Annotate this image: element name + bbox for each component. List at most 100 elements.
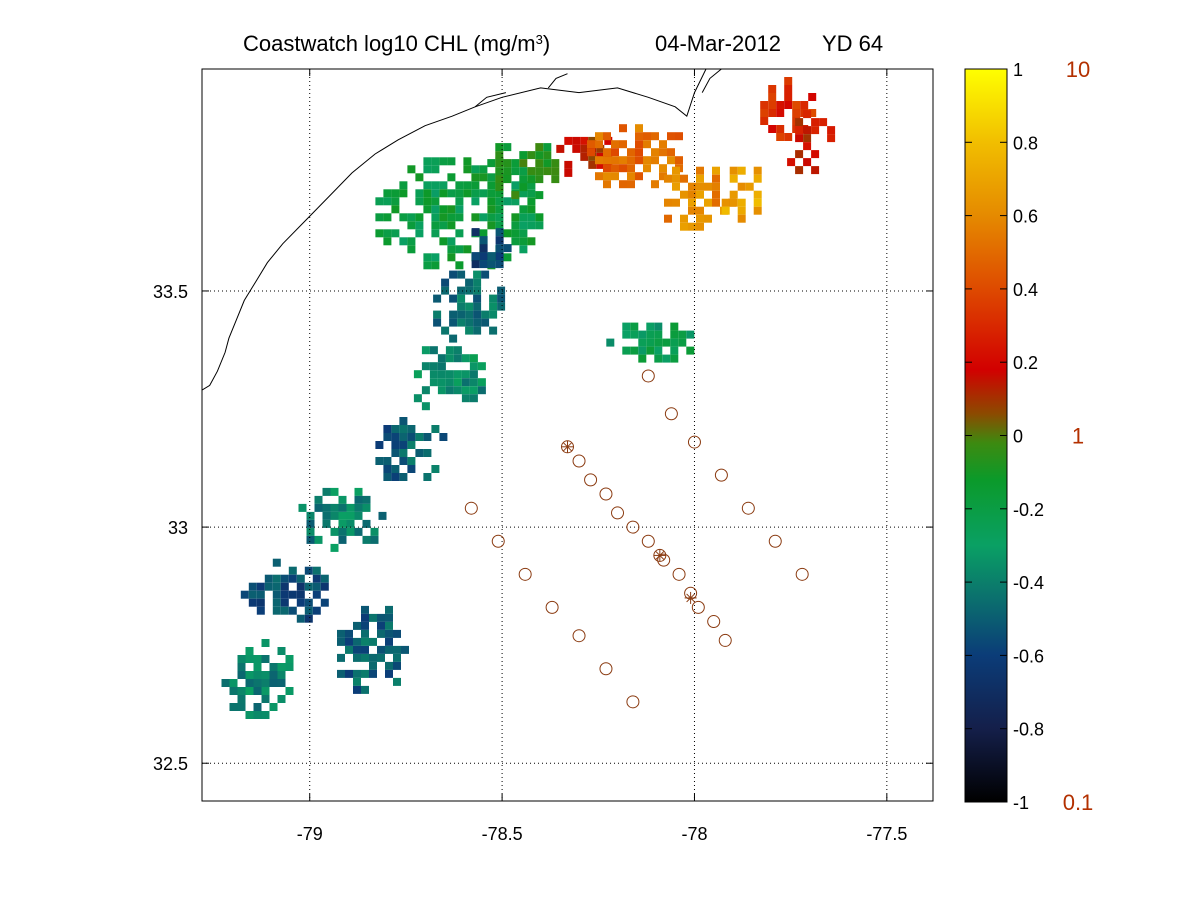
chl-pixel xyxy=(346,511,355,520)
chl-pixel xyxy=(519,229,528,238)
chl-pixel xyxy=(330,487,339,496)
chl-pixel xyxy=(453,354,462,363)
chl-pixel xyxy=(489,302,498,311)
chl-pixel xyxy=(479,260,488,269)
chl-pixel xyxy=(306,535,315,544)
chl-pixel xyxy=(461,386,470,395)
chl-pixel xyxy=(627,180,635,189)
river-line xyxy=(474,92,507,108)
chl-pixel xyxy=(431,221,440,230)
station-circle xyxy=(741,501,755,515)
chl-pixel xyxy=(353,637,361,646)
chl-pixel xyxy=(304,614,313,623)
chl-pixel xyxy=(407,457,416,465)
chl-pixel xyxy=(369,661,377,670)
chl-pixel xyxy=(320,598,329,607)
chl-pixel xyxy=(497,286,506,295)
chl-pixel xyxy=(776,109,785,117)
chl-pixel xyxy=(495,228,504,237)
chl-pixel xyxy=(630,330,639,339)
chl-pixel xyxy=(495,213,504,222)
chl-pixel xyxy=(527,237,536,246)
chl-pixel xyxy=(672,182,680,191)
chl-pixel xyxy=(385,605,393,614)
chl-pixel xyxy=(606,338,615,347)
chl-pixel xyxy=(304,606,313,615)
chl-pixel xyxy=(603,172,611,181)
chl-pixel xyxy=(385,629,393,638)
chl-pixel xyxy=(503,143,512,152)
chl-pixel xyxy=(304,582,313,591)
chl-pixel xyxy=(811,150,820,159)
chl-pixel xyxy=(473,286,482,295)
chl-pixel xyxy=(421,402,430,411)
chl-pixel xyxy=(431,465,440,473)
colorbar-tick-label: 1 xyxy=(1013,60,1023,80)
station-circle xyxy=(657,553,671,567)
chl-pixel xyxy=(611,172,619,181)
chl-pixel xyxy=(399,449,408,457)
colorbar-ticks: 1 0.8 0.6 0.4 0.2 0 -0.2 -0.4 -0.6 -0.8 -1 10 1 0.1 xyxy=(965,57,1093,815)
chl-pixel xyxy=(670,346,679,355)
chl-pixel xyxy=(654,322,663,331)
station-circle xyxy=(599,662,613,676)
chl-pixel xyxy=(479,213,488,222)
chl-pixel xyxy=(760,109,769,117)
chl-pixel xyxy=(345,637,353,646)
river-line xyxy=(547,73,568,89)
chl-pixel xyxy=(622,330,631,339)
chl-pixel xyxy=(792,101,801,109)
chl-pixel xyxy=(527,175,536,184)
chl-pixel xyxy=(245,679,254,687)
chl-pixel xyxy=(664,214,672,223)
chl-pixel xyxy=(619,164,627,173)
chl-pixel xyxy=(784,93,793,101)
colorbar-tick-label: -0.8 xyxy=(1013,720,1044,740)
chl-pixel xyxy=(646,338,655,347)
chl-pixel xyxy=(487,181,496,190)
chl-pixel xyxy=(803,110,812,119)
chl-pixel xyxy=(439,181,448,190)
chl-pixel xyxy=(296,598,305,607)
chl-pixel xyxy=(543,159,552,168)
chl-pixel xyxy=(361,645,369,654)
chl-pixel xyxy=(611,140,619,149)
chl-pixel xyxy=(455,197,464,206)
chl-pixel xyxy=(353,645,361,654)
chl-pixel xyxy=(808,93,817,101)
chl-pixel xyxy=(776,101,785,109)
chl-pixel xyxy=(696,174,704,183)
chl-pixel xyxy=(407,165,416,174)
chl-pixel xyxy=(399,237,408,246)
chl-pixel xyxy=(280,582,289,591)
chl-pixel xyxy=(619,140,627,149)
chl-pixel xyxy=(672,174,680,183)
chl-pixel xyxy=(385,613,393,622)
chl-pixel xyxy=(322,511,331,520)
chl-pixel xyxy=(477,378,486,387)
chl-pixel xyxy=(712,190,720,199)
chl-pixel xyxy=(659,164,667,173)
chl-pixel xyxy=(447,221,456,230)
chl-pixel xyxy=(288,566,297,575)
chl-pixel xyxy=(588,152,597,161)
chl-pixel xyxy=(670,338,679,347)
chl-pixel xyxy=(423,449,432,457)
chl-pixel xyxy=(431,197,440,206)
chl-pixel xyxy=(753,190,762,199)
chl-pixel xyxy=(429,378,438,387)
chl-pixel xyxy=(672,166,680,175)
chl-pixel xyxy=(461,394,470,403)
chl-pixel xyxy=(399,417,408,425)
chl-pixel xyxy=(445,386,454,395)
chl-pixel xyxy=(439,189,448,198)
chl-pixel xyxy=(580,144,589,153)
chl-pixel xyxy=(237,663,246,671)
chl-pixel xyxy=(768,101,777,109)
chl-pixel xyxy=(638,354,647,363)
chl-pixel xyxy=(383,237,392,246)
chl-pixel xyxy=(603,132,611,141)
chl-pixel xyxy=(469,354,478,363)
chl-pixel xyxy=(611,156,619,165)
chl-pixel xyxy=(407,441,416,449)
